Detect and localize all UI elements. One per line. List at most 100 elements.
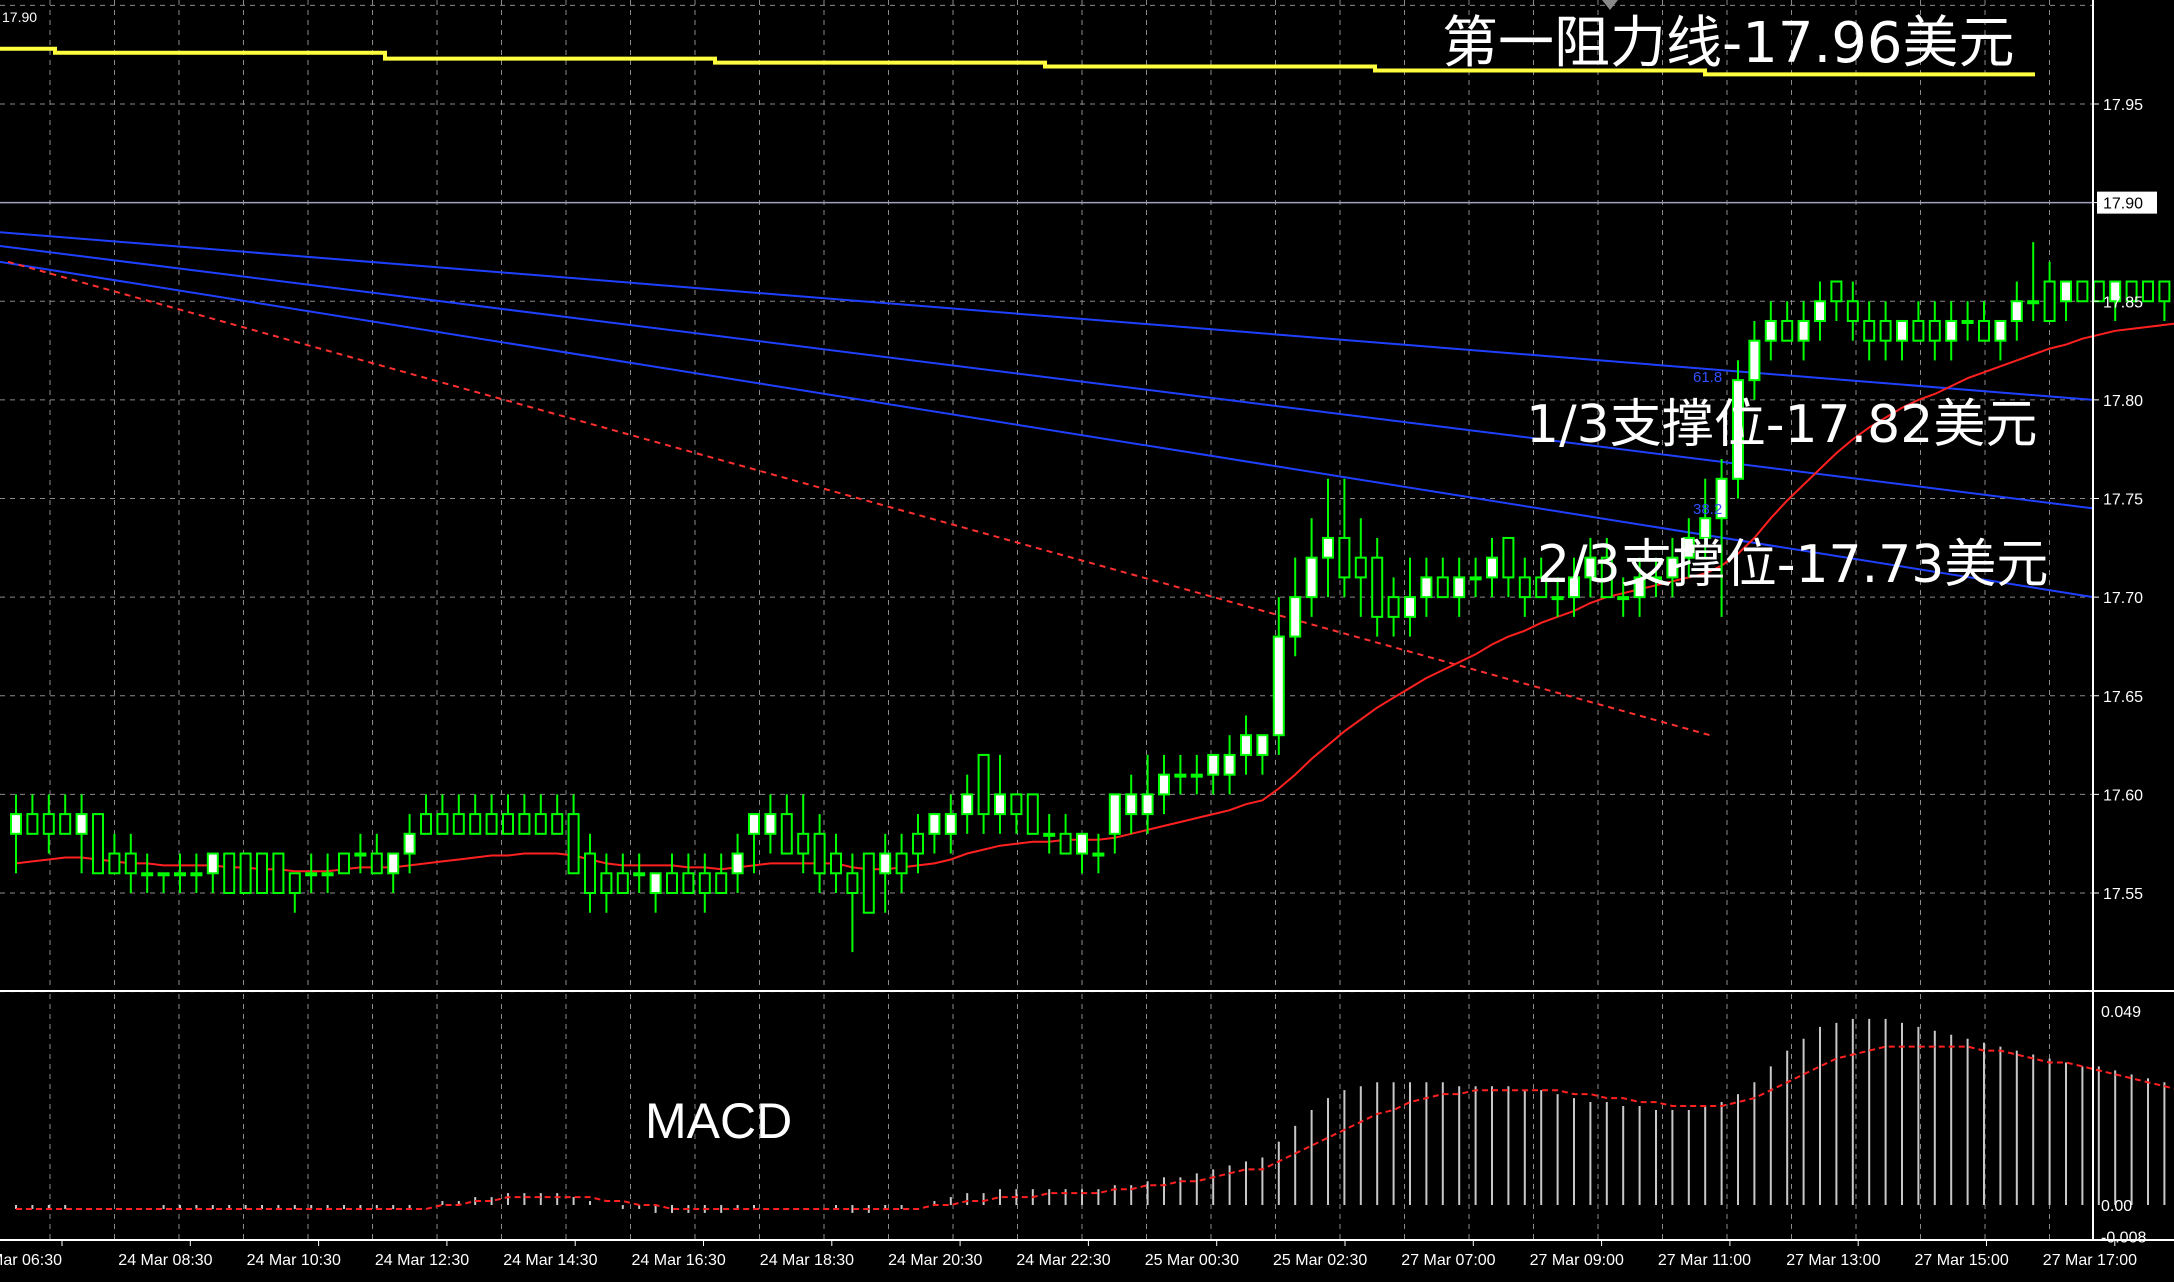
candle-body — [1879, 319, 1892, 342]
candle-body — [731, 852, 744, 875]
candle-body — [1732, 379, 1744, 480]
macd-axis: 0.049 0.00 -0.008 — [2101, 1004, 2146, 1247]
candle-body — [387, 852, 400, 875]
time-tick-label: 27 Mar 07:00 — [1401, 1252, 1495, 1269]
support-2-annotation: 2/3支撑位-17.73美元 — [1537, 535, 2048, 595]
candle-body — [1945, 319, 1958, 342]
candle-body — [1240, 734, 1252, 756]
resistance-line — [0, 46, 2035, 77]
candle-body — [2043, 280, 2056, 322]
candle-body — [1748, 339, 1761, 382]
candle-body — [764, 813, 777, 835]
candle-body — [567, 813, 580, 875]
candle-body — [1682, 536, 1695, 559]
time-tick-label: 24 Mar 22:30 — [1016, 1252, 1110, 1269]
candle-body — [452, 813, 465, 835]
time-tick-label: 24 Mar 12:30 — [375, 1252, 469, 1269]
fib-line — [0, 260, 2094, 599]
candle-body — [1961, 319, 1974, 324]
candle-body — [1453, 576, 1466, 599]
time-tick-label: 27 Mar 09:00 — [1530, 1252, 1624, 1269]
candle-body — [2109, 280, 2122, 303]
time-tick-label: 27 Mar 15:00 — [1915, 1252, 2009, 1269]
candle-body — [1797, 319, 1810, 342]
candle-body — [2060, 280, 2072, 303]
candle-body — [1059, 832, 1072, 855]
candle-body — [420, 813, 432, 835]
price-tick-label: 17.65 — [2103, 689, 2143, 706]
candle-body — [256, 852, 268, 894]
candle-body — [616, 872, 629, 895]
candle-body — [912, 832, 924, 855]
candle-body — [338, 852, 350, 875]
candle-body — [2027, 300, 2040, 305]
time-tick-label: 25 Mar 00:30 — [1145, 1252, 1239, 1269]
candle-body — [2076, 280, 2089, 303]
candle-body — [649, 872, 662, 895]
candle-body — [26, 813, 39, 835]
price-tick-label: 17.75 — [2103, 492, 2143, 509]
price-tick-label: 17.90 — [2103, 196, 2143, 213]
candle-body — [600, 872, 613, 895]
time-tick-label: 27 Mar 11:00 — [1658, 1252, 1751, 1269]
macd-tick-label: 0.049 — [2101, 1004, 2141, 1021]
candle-body — [1256, 734, 1269, 756]
candle-body — [1272, 635, 1285, 737]
candle-body — [1387, 596, 1400, 618]
candle-body — [1043, 832, 1056, 837]
ma-line — [15, 322, 2174, 873]
candle-body — [502, 813, 514, 835]
price-tick-label: 17.70 — [2103, 590, 2143, 607]
time-tick-label: 24 Mar 14:30 — [503, 1252, 597, 1269]
price-axis: 17.95 17.90 17.85 17.80 17.75 17.70 17.65 17.60… — [2093, 97, 2157, 903]
top-price-label: 17.90 — [2, 9, 37, 25]
candle-body — [780, 813, 793, 855]
candle-body — [1650, 576, 1662, 581]
candle-body — [92, 813, 104, 875]
candle-body — [1469, 576, 1482, 581]
candle-body — [2125, 280, 2138, 303]
candle-body — [157, 872, 170, 877]
shift-marker-icon — [1602, 0, 1618, 10]
candle-body — [961, 793, 974, 816]
resistance-annotation: 第一阻力线-17.96美元 — [1442, 11, 2015, 76]
time-tick-label: 24 Mar 18:30 — [760, 1252, 854, 1269]
candle-body — [108, 852, 121, 875]
candle-body — [1896, 319, 1908, 342]
candle-body — [1666, 556, 1679, 579]
macd-signal — [16, 1045, 2174, 1210]
candle-body — [321, 872, 334, 877]
candle-body — [994, 793, 1006, 816]
candle-body — [2010, 300, 2023, 322]
candle-body — [666, 872, 678, 895]
time-tick-label: 27 Mar 13:00 — [1786, 1252, 1880, 1269]
candle-body — [1486, 556, 1498, 579]
time-tick-label: 24 Mar 10:30 — [247, 1252, 341, 1269]
fib-label-61-8: 61.8 — [1693, 369, 1722, 386]
candle-body — [1846, 300, 1859, 322]
candle-body — [830, 852, 842, 875]
candle-body — [436, 813, 449, 835]
candle-body — [174, 872, 186, 877]
candle-body — [1502, 536, 1515, 579]
candle-body — [977, 753, 990, 816]
candle-body — [206, 852, 219, 875]
candle-body — [1633, 576, 1646, 599]
candle-body — [1535, 576, 1548, 599]
candle-body — [1568, 576, 1580, 599]
candle-body — [715, 872, 728, 895]
candle-body — [403, 832, 416, 855]
time-tick-label: 25 Mar 02:30 — [1273, 1252, 1367, 1269]
price-tick-label: 17.95 — [2103, 97, 2143, 114]
candle-body — [124, 852, 137, 875]
time-axis: Mar 06:30 24 Mar 08:30 24 Mar 10:30 24 Mar … — [0, 1240, 2137, 1269]
support-1-annotation: 1/3支撑位-17.82美元 — [1526, 395, 2037, 455]
price-tick-label: 17.85 — [2103, 294, 2143, 311]
fib-line — [0, 231, 2094, 401]
macd-label: MACD — [645, 1093, 792, 1149]
candle-body — [1863, 319, 1876, 342]
price-tick-label: 17.55 — [2103, 886, 2143, 903]
candle-body — [75, 813, 88, 835]
